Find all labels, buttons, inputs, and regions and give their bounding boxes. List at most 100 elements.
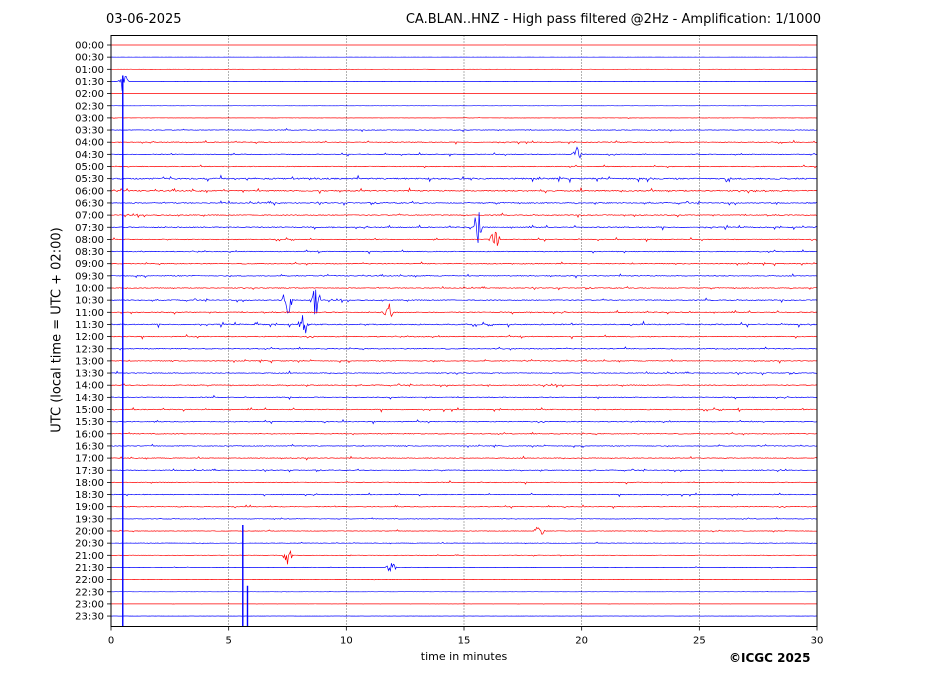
trace-19:30	[110, 517, 817, 520]
y-tick-label: 08:30	[75, 247, 104, 258]
y-tick-label: 17:30	[75, 466, 104, 477]
y-tick-label: 02:00	[75, 89, 104, 100]
y-tick-label: 16:00	[75, 429, 104, 440]
trace-16:00	[110, 431, 818, 436]
trace-14:30	[110, 394, 818, 400]
y-tick-label: 14:30	[75, 393, 104, 404]
y-tick-label: 09:00	[75, 259, 104, 270]
trace-18:30	[110, 492, 818, 498]
y-tick-label: 10:00	[75, 284, 104, 295]
y-tick-label: 22:00	[75, 575, 104, 586]
artifact-lines	[122, 75, 249, 627]
trace-11:00	[110, 303, 818, 318]
trace-12:00	[110, 334, 818, 340]
y-tick-label: 21:30	[75, 563, 104, 574]
y-tick-label: 10:30	[75, 296, 104, 307]
trace-17:00	[110, 455, 818, 461]
trace-18:00	[110, 480, 817, 485]
y-tick-label: 06:00	[75, 186, 104, 197]
y-tick-label: 18:30	[75, 490, 104, 501]
date-label: 03-06-2025	[106, 12, 182, 27]
y-tick-label: 05:30	[75, 174, 104, 185]
trace-17:30	[110, 468, 818, 473]
y-tick-label: 19:30	[75, 514, 104, 525]
x-tick-label: 25	[693, 636, 706, 647]
y-tick-label: 21:00	[75, 551, 104, 562]
trace-09:00	[110, 261, 817, 267]
trace-15:00	[110, 406, 818, 413]
trace-11:30	[110, 315, 818, 334]
x-axis-ticks: 0 5 10 15 20 25 30	[108, 626, 824, 647]
y-tick-label: 01:30	[75, 77, 104, 88]
trace-10:00	[110, 285, 818, 291]
vertical-grid	[228, 35, 700, 627]
y-tick-label: 03:00	[75, 113, 104, 124]
y-tick-label: 07:30	[75, 223, 104, 234]
trace-19:00	[110, 504, 818, 510]
y-tick-label: 15:00	[75, 405, 104, 416]
y-tick-label: 04:30	[75, 150, 104, 161]
x-axis-label: time in minutes	[420, 650, 508, 663]
x-tick-label: 0	[108, 636, 114, 647]
y-tick-label: 01:00	[75, 65, 104, 76]
x-tick-label: 30	[811, 636, 824, 647]
trace-20:00	[110, 526, 818, 535]
trace-04:30	[110, 146, 818, 159]
seismogram-traces	[110, 44, 818, 617]
y-tick-label: 03:30	[75, 126, 104, 137]
trace-13:00	[110, 358, 818, 364]
trace-13:30	[110, 370, 818, 376]
x-tick-label: 20	[575, 636, 588, 647]
y-tick-label: 13:00	[75, 356, 104, 367]
trace-04:00	[111, 139, 818, 145]
trace-15:30	[110, 419, 818, 425]
y-tick-label: 14:00	[75, 381, 104, 392]
y-tick-label: 20:00	[75, 527, 104, 538]
copyright-label: ©ICGC 2025	[729, 651, 811, 665]
trace-09:30	[110, 273, 818, 279]
y-tick-label: 07:00	[75, 211, 104, 222]
x-tick-label: 15	[458, 636, 471, 647]
y-tick-label: 02:30	[75, 101, 104, 112]
trace-22:00	[110, 578, 817, 581]
trace-16:30	[110, 443, 818, 449]
y-tick-label: 17:00	[75, 454, 104, 465]
y-tick-label: 22:30	[75, 587, 104, 598]
trace-03:30	[110, 128, 818, 133]
x-tick-label: 5	[225, 636, 231, 647]
y-axis-label: UTC (local time = UTC + 02:00)	[49, 227, 65, 433]
chart-title: CA.BLAN..HNZ - High pass filtered @2Hz -…	[405, 12, 821, 27]
trace-20:30	[110, 541, 818, 545]
y-tick-label: 05:00	[75, 162, 104, 173]
trace-01:30	[110, 75, 818, 91]
trace-21:30	[110, 563, 817, 573]
x-tick-label: 10	[340, 636, 353, 647]
y-tick-label: 00:00	[75, 41, 104, 52]
trace-08:30	[110, 249, 818, 255]
y-tick-label: 15:30	[75, 417, 104, 428]
y-tick-label: 06:30	[75, 198, 104, 209]
trace-12:30	[110, 346, 818, 351]
y-tick-label: 23:00	[75, 599, 104, 610]
y-tick-label: 13:30	[75, 369, 104, 380]
y-tick-label: 19:00	[75, 502, 104, 513]
y-tick-label: 09:30	[75, 271, 104, 282]
y-tick-label: 23:30	[75, 612, 104, 623]
trace-08:00	[110, 231, 818, 246]
y-tick-label: 20:30	[75, 539, 104, 550]
y-tick-label: 00:30	[75, 53, 104, 64]
y-tick-label: 12:00	[75, 332, 104, 343]
trace-07:30	[110, 212, 818, 243]
trace-22:30	[110, 591, 817, 593]
trace-07:00	[110, 212, 818, 219]
trace-14:00	[110, 383, 818, 388]
trace-05:00	[110, 164, 818, 169]
y-tick-label: 11:30	[75, 320, 104, 331]
trace-05:30	[110, 174, 818, 184]
y-tick-label: 04:00	[75, 138, 104, 149]
y-tick-label: 18:00	[75, 478, 104, 489]
trace-21:00	[110, 549, 818, 565]
trace-06:00	[110, 186, 818, 195]
